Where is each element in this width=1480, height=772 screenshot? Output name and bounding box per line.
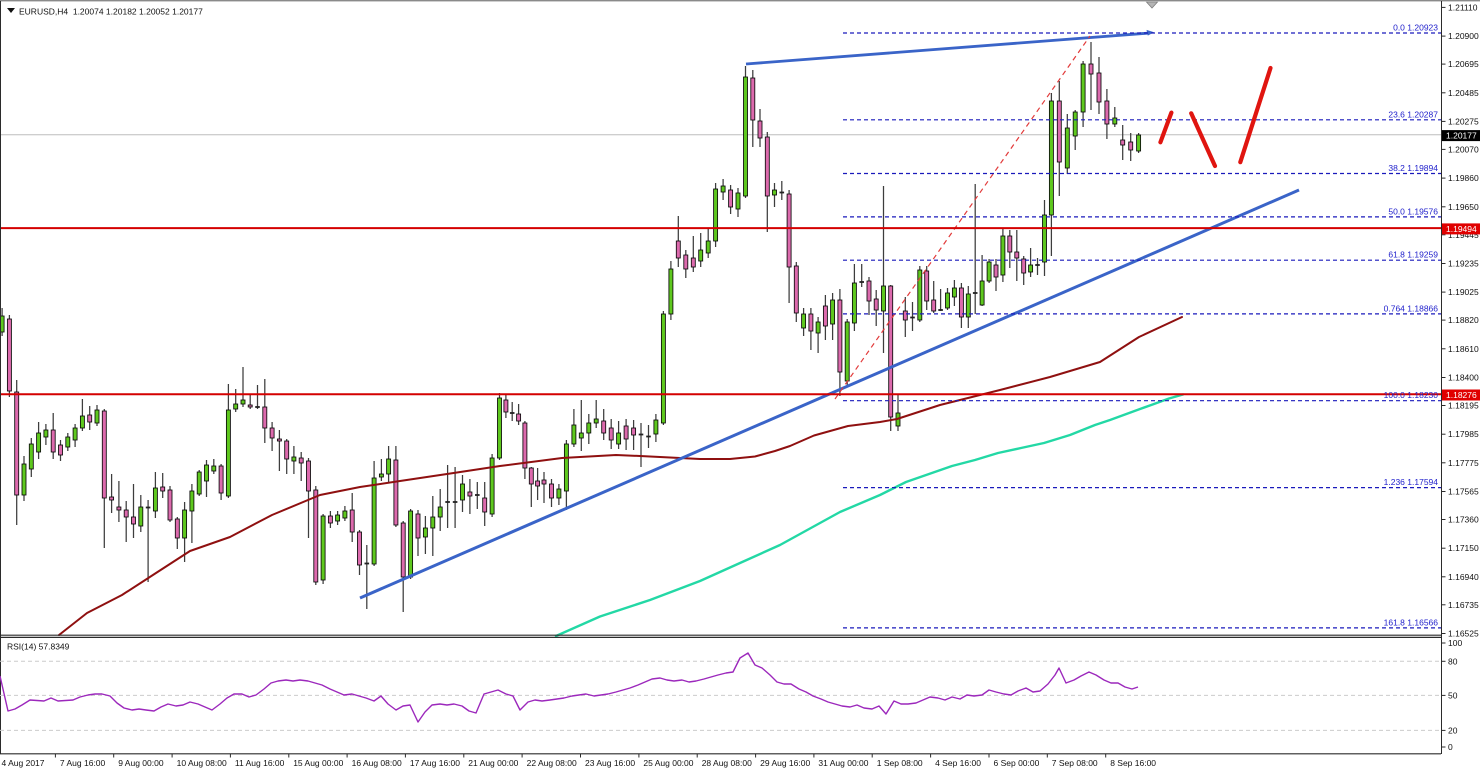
svg-text:17 Aug 16:00: 17 Aug 16:00 xyxy=(410,758,460,768)
svg-text:23 Aug 16:00: 23 Aug 16:00 xyxy=(585,758,635,768)
svg-text:1.17775: 1.17775 xyxy=(1448,458,1479,468)
svg-text:RSI(14) 57.8349: RSI(14) 57.8349 xyxy=(7,642,70,652)
svg-text:1.19650: 1.19650 xyxy=(1448,202,1479,212)
svg-text:100.0 1.18230: 100.0 1.18230 xyxy=(1384,390,1439,400)
svg-text:1.19445: 1.19445 xyxy=(1448,230,1479,240)
svg-text:6 Sep 00:00: 6 Sep 00:00 xyxy=(994,758,1040,768)
svg-text:1.17565: 1.17565 xyxy=(1448,487,1479,497)
svg-text:1.20900: 1.20900 xyxy=(1448,31,1479,41)
svg-text:22 Aug 08:00: 22 Aug 08:00 xyxy=(527,758,577,768)
svg-text:1.18610: 1.18610 xyxy=(1448,344,1479,354)
svg-text:100: 100 xyxy=(1448,638,1462,648)
svg-text:38.2 1.19894: 38.2 1.19894 xyxy=(1388,163,1438,173)
svg-text:1.20070: 1.20070 xyxy=(1448,144,1479,154)
svg-text:50.0 1.19576: 50.0 1.19576 xyxy=(1388,206,1438,216)
svg-text:7 Aug 16:00: 7 Aug 16:00 xyxy=(60,758,106,768)
svg-text:4 Aug 2017: 4 Aug 2017 xyxy=(2,758,45,768)
svg-text:1.17150: 1.17150 xyxy=(1448,543,1479,553)
svg-text:0.0 1.20923: 0.0 1.20923 xyxy=(1393,23,1438,33)
svg-text:1.20695: 1.20695 xyxy=(1448,59,1479,69)
svg-text:1.17360: 1.17360 xyxy=(1448,515,1479,525)
svg-text:1.19235: 1.19235 xyxy=(1448,259,1479,269)
svg-text:61.8 1.19259: 61.8 1.19259 xyxy=(1388,250,1438,260)
svg-text:1.16525: 1.16525 xyxy=(1448,629,1479,639)
svg-text:1.16735: 1.16735 xyxy=(1448,600,1479,610)
svg-text:1.19025: 1.19025 xyxy=(1448,287,1479,297)
svg-text:1.21110: 1.21110 xyxy=(1448,2,1478,12)
svg-text:1.236 1.17594: 1.236 1.17594 xyxy=(1384,477,1439,487)
svg-text:23.6 1.20287: 23.6 1.20287 xyxy=(1388,109,1438,119)
svg-text:8 Sep 16:00: 8 Sep 16:00 xyxy=(1110,758,1156,768)
svg-text:1.19860: 1.19860 xyxy=(1448,173,1479,183)
svg-text:0: 0 xyxy=(1448,742,1453,752)
svg-text:28 Aug 08:00: 28 Aug 08:00 xyxy=(702,758,752,768)
svg-text:1.20485: 1.20485 xyxy=(1448,88,1479,98)
svg-text:1.17985: 1.17985 xyxy=(1448,429,1479,439)
svg-text:7 Sep 08:00: 7 Sep 08:00 xyxy=(1052,758,1098,768)
svg-text:16 Aug 08:00: 16 Aug 08:00 xyxy=(352,758,402,768)
svg-text:1.18400: 1.18400 xyxy=(1448,373,1479,383)
svg-text:21 Aug 00:00: 21 Aug 00:00 xyxy=(468,758,518,768)
svg-text:11 Aug 16:00: 11 Aug 16:00 xyxy=(235,758,285,768)
svg-text:9 Aug 00:00: 9 Aug 00:00 xyxy=(118,758,164,768)
svg-text:1.18820: 1.18820 xyxy=(1448,315,1479,325)
svg-text:1.18195: 1.18195 xyxy=(1448,401,1479,411)
svg-text:15 Aug 00:00: 15 Aug 00:00 xyxy=(293,758,343,768)
svg-text:29 Aug 16:00: 29 Aug 16:00 xyxy=(760,758,810,768)
svg-text:1 Sep 08:00: 1 Sep 08:00 xyxy=(877,758,923,768)
svg-text:1.19494: 1.19494 xyxy=(1446,224,1477,234)
svg-text:20: 20 xyxy=(1448,725,1458,735)
svg-text:1.20275: 1.20275 xyxy=(1448,116,1479,126)
svg-text:0.764 1.18866: 0.764 1.18866 xyxy=(1384,303,1439,313)
svg-text:1.16940: 1.16940 xyxy=(1448,572,1479,582)
svg-text:25 Aug 00:00: 25 Aug 00:00 xyxy=(643,758,693,768)
svg-text:EURUSD,H4 1.20074 1.20182 1.2: EURUSD,H4 1.20074 1.20182 1.20052 1.2017… xyxy=(19,7,203,17)
svg-text:10 Aug 08:00: 10 Aug 08:00 xyxy=(177,758,227,768)
svg-text:31 Aug 00:00: 31 Aug 00:00 xyxy=(818,758,868,768)
svg-text:80: 80 xyxy=(1448,656,1458,666)
svg-text:1.18276: 1.18276 xyxy=(1446,390,1477,400)
svg-text:161.8 1.16566: 161.8 1.16566 xyxy=(1384,617,1439,627)
svg-text:4 Sep 16:00: 4 Sep 16:00 xyxy=(935,758,981,768)
svg-text:1.20177: 1.20177 xyxy=(1446,131,1477,141)
svg-text:50: 50 xyxy=(1448,690,1458,700)
